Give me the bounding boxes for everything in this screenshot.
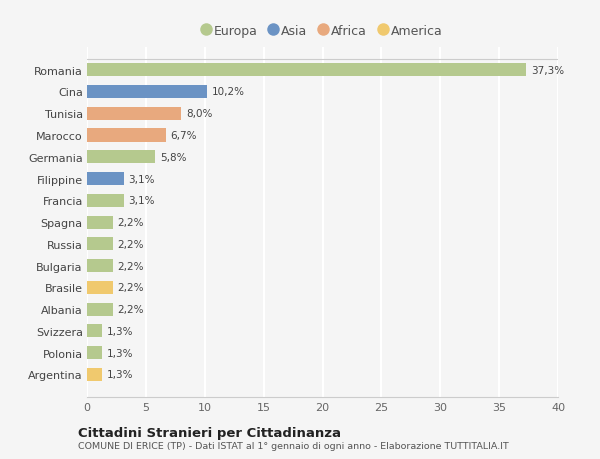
Bar xyxy=(87,368,103,381)
Text: 6,7%: 6,7% xyxy=(170,131,197,141)
Bar xyxy=(87,64,526,77)
Bar xyxy=(87,281,113,294)
Text: 3,1%: 3,1% xyxy=(128,174,155,184)
Bar xyxy=(87,347,103,359)
Bar xyxy=(87,325,103,338)
Bar xyxy=(87,129,166,142)
Text: 2,2%: 2,2% xyxy=(118,218,144,228)
Bar xyxy=(87,173,124,186)
Text: 1,3%: 1,3% xyxy=(107,326,134,336)
Bar xyxy=(87,194,124,207)
Bar xyxy=(87,238,113,251)
Bar xyxy=(87,86,207,99)
Bar xyxy=(87,151,155,164)
Text: 1,3%: 1,3% xyxy=(107,369,134,380)
Text: 8,0%: 8,0% xyxy=(186,109,212,119)
Text: 5,8%: 5,8% xyxy=(160,152,187,162)
Bar xyxy=(87,259,113,273)
Text: 37,3%: 37,3% xyxy=(531,66,564,76)
Text: 2,2%: 2,2% xyxy=(118,304,144,314)
Bar xyxy=(87,303,113,316)
Bar xyxy=(87,216,113,229)
Legend: Europa, Asia, Africa, America: Europa, Asia, Africa, America xyxy=(197,20,448,43)
Text: 2,2%: 2,2% xyxy=(118,239,144,249)
Text: 2,2%: 2,2% xyxy=(118,283,144,293)
Text: 2,2%: 2,2% xyxy=(118,261,144,271)
Text: Cittadini Stranieri per Cittadinanza: Cittadini Stranieri per Cittadinanza xyxy=(78,426,341,439)
Text: 3,1%: 3,1% xyxy=(128,196,155,206)
Text: COMUNE DI ERICE (TP) - Dati ISTAT al 1° gennaio di ogni anno - Elaborazione TUTT: COMUNE DI ERICE (TP) - Dati ISTAT al 1° … xyxy=(78,441,509,450)
Bar xyxy=(87,107,181,121)
Text: 10,2%: 10,2% xyxy=(212,87,245,97)
Text: 1,3%: 1,3% xyxy=(107,348,134,358)
